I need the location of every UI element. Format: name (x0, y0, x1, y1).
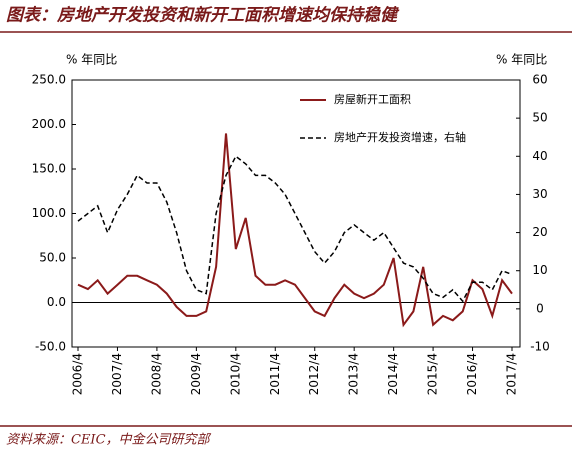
y2-tick-label: 40 (532, 149, 547, 163)
legend-label: 房屋新开工面积 (334, 92, 411, 106)
y2-tick-label: 0 (536, 301, 544, 315)
x-tick-label: 2012/4 (307, 353, 321, 395)
chart-title: 图表：房地产开发投资和新开工面积增速均保持稳健 (6, 6, 400, 26)
y-tick-label: 200.0 (32, 117, 66, 131)
y-axis-label: % 年同比 (66, 53, 117, 67)
y-tick-label: -50.0 (35, 340, 66, 354)
y2-tick-label: 10 (532, 263, 547, 277)
y-tick-label: 0.0 (47, 295, 66, 309)
x-tick-label: 2017/4 (505, 353, 519, 395)
x-tick-label: 2014/4 (386, 353, 400, 395)
y-tick-label: 150.0 (32, 162, 66, 176)
y2-tick-label: -10 (530, 340, 550, 354)
series-line (77, 133, 513, 328)
y-tick-label: 250.0 (32, 73, 66, 87)
y2-tick-label: 60 (532, 73, 547, 87)
x-tick-label: 2011/4 (268, 353, 282, 395)
legend-label: 房地产开发投资增速，右轴 (334, 130, 466, 144)
x-tick-label: 2013/4 (347, 353, 361, 395)
y2-tick-label: 30 (532, 187, 547, 201)
source: 资料来源：CEIC，中金公司研究部 (6, 432, 212, 448)
x-tick-label: 2015/4 (426, 353, 440, 395)
x-tick-label: 2009/4 (189, 353, 203, 395)
x-tick-label: 2007/4 (110, 353, 124, 395)
x-tick-label: 2008/4 (149, 353, 163, 395)
y-tick-label: 50.0 (39, 251, 66, 265)
y-tick-label: 100.0 (32, 206, 66, 220)
y2-tick-label: 20 (532, 225, 547, 239)
plot-frame (71, 79, 521, 348)
x-tick-label: 2010/4 (228, 353, 242, 395)
x-tick-label: 2016/4 (465, 353, 479, 395)
x-tick-label: 2006/4 (71, 353, 85, 395)
y2-axis-label: % 年同比 (496, 53, 547, 67)
y2-tick-label: 50 (532, 111, 547, 125)
